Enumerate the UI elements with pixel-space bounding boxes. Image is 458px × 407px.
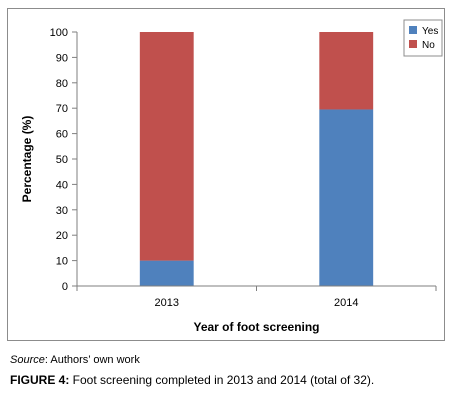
figure-caption-label: FIGURE 4: <box>10 373 70 387</box>
legend-label-yes: Yes <box>422 26 438 37</box>
bar-no-2013 <box>139 32 194 261</box>
bar-no-2014 <box>319 32 374 110</box>
y-tick-label: 0 <box>62 281 68 293</box>
y-tick-label: 30 <box>56 205 68 217</box>
figure-caption: FIGURE 4: Foot screening completed in 20… <box>10 373 374 387</box>
x-axis-label: Year of foot screening <box>193 320 319 334</box>
y-tick-label: 70 <box>56 103 68 115</box>
x-ticks-group: 2013 2014 <box>76 286 437 309</box>
source-text: : Authors’ own work <box>44 354 140 366</box>
y-tick-label: 100 <box>50 27 68 39</box>
legend-swatch-no <box>409 40 417 48</box>
source-label: Source <box>10 354 45 366</box>
y-tick-label: 80 <box>56 78 68 90</box>
x-tick-label: 2013 <box>155 297 179 309</box>
figure-caption-text: Foot screening completed in 2013 and 201… <box>69 373 375 387</box>
legend: Yes No <box>403 19 443 57</box>
y-axis-label: Percentage (%) <box>20 116 34 203</box>
bar-yes-2014 <box>319 109 374 286</box>
bars-group <box>139 32 374 286</box>
legend-swatch-yes <box>409 26 417 34</box>
x-tick-label: 2014 <box>334 297 358 309</box>
source-note: Source: Authors’ own work <box>10 354 140 366</box>
y-tick-label: 10 <box>56 256 68 268</box>
y-ticks-group: 0 10 20 30 40 50 60 70 80 90 100 <box>50 27 77 293</box>
bar-yes-2013 <box>139 260 194 286</box>
y-tick-label: 50 <box>56 154 68 166</box>
legend-label-no: No <box>422 40 435 51</box>
y-tick-label: 40 <box>56 179 68 191</box>
y-tick-label: 90 <box>56 52 68 64</box>
stacked-bar-chart: 0 10 20 30 40 50 60 70 80 90 100 2013 2014 Percenta… <box>20 19 443 334</box>
y-tick-label: 60 <box>56 129 68 141</box>
y-tick-label: 20 <box>56 230 68 242</box>
